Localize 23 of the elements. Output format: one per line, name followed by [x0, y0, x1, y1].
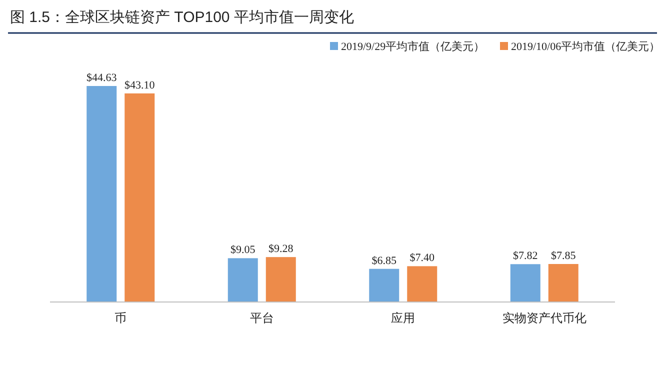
bar [369, 268, 400, 302]
data-label: $7.82 [513, 250, 538, 262]
x-tick-label: 实物资产代币化 [502, 311, 586, 325]
data-label: $7.85 [551, 250, 576, 262]
data-label: $7.40 [410, 252, 435, 264]
data-label: $44.63 [86, 72, 118, 84]
data-label: $6.85 [372, 254, 397, 267]
bar [228, 258, 258, 302]
x-tick-label: 币 [114, 311, 127, 325]
bar [548, 264, 578, 302]
data-label: $9.28 [268, 243, 294, 256]
data-label: $43.10 [124, 79, 156, 92]
bar [510, 264, 540, 302]
bar [266, 257, 296, 302]
x-tick-label: 平台 [250, 311, 274, 325]
legend-label: 2019/9/29平均市值（亿美元） [341, 40, 485, 53]
data-label: $9.05 [230, 244, 256, 256]
legend-label: 2019/10/06平均市值（亿美元） [511, 40, 660, 53]
bar [124, 93, 155, 302]
bar [407, 266, 438, 302]
chart-title: 图 1.5：全球区块链资产 TOP100 平均市值一周变化 [10, 9, 354, 26]
bar [86, 86, 117, 302]
x-tick-label: 应用 [391, 311, 416, 325]
